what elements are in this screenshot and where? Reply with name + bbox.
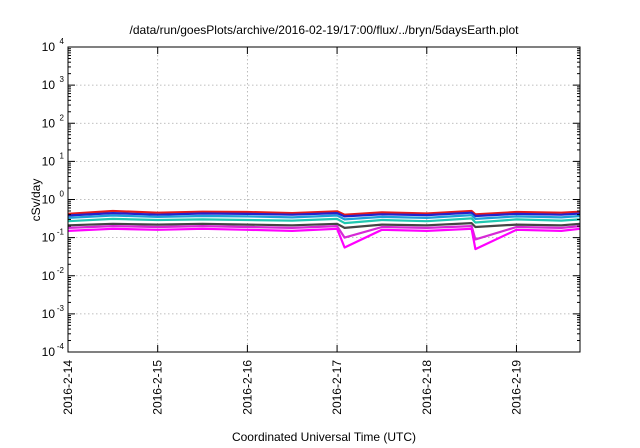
y-tick-label: 10 bbox=[42, 193, 56, 207]
y-tick-exponent: 3 bbox=[60, 75, 65, 84]
x-tick-label: 2016-2-14 bbox=[61, 360, 75, 415]
y-tick-exponent: 2 bbox=[60, 113, 65, 122]
series-line-6 bbox=[67, 225, 581, 241]
grid-lines bbox=[67, 47, 580, 352]
y-tick-label: 10 bbox=[42, 154, 56, 168]
y-tick-exponent: -1 bbox=[57, 228, 65, 237]
y-tick-exponent: 4 bbox=[60, 37, 65, 46]
series-line-4 bbox=[67, 217, 581, 225]
series-line-7 bbox=[67, 227, 581, 251]
series-line-5 bbox=[67, 222, 581, 229]
y-tick-label: 10 bbox=[42, 116, 56, 130]
series-line-2 bbox=[67, 211, 581, 218]
y-tick-label: 10 bbox=[42, 307, 56, 321]
x-axis-label: Coordinated Universal Time (UTC) bbox=[232, 430, 416, 444]
y-tick-exponent: 1 bbox=[60, 151, 65, 160]
x-tick-label: 2016-2-16 bbox=[240, 360, 254, 415]
y-axis-label: cSv/day bbox=[29, 179, 43, 222]
series-line-1 bbox=[67, 209, 581, 216]
x-tick-label: 2016-2-17 bbox=[330, 360, 344, 415]
y-tick-exponent: -4 bbox=[57, 342, 65, 351]
x-tick-label: 2016-2-19 bbox=[509, 360, 523, 415]
x-tick-label: 2016-2-18 bbox=[420, 360, 434, 415]
x-axis-ticks: 2016-2-14 2016-2-15 2016-2-16 2016-2-17 2016… bbox=[61, 47, 523, 415]
chart-title: /data/run/goesPlots/archive/2016-02-19/1… bbox=[130, 23, 520, 37]
series-line-3 bbox=[67, 214, 581, 221]
y-tick-label: 10 bbox=[42, 40, 56, 54]
series-layer bbox=[67, 209, 581, 251]
y-tick-exponent: 0 bbox=[60, 190, 65, 199]
y-tick-exponent: -3 bbox=[57, 304, 65, 313]
y-tick-label: 10 bbox=[42, 78, 56, 92]
x-tick-label: 2016-2-15 bbox=[151, 360, 165, 415]
y-tick-exponent: -2 bbox=[57, 266, 65, 275]
y-tick-label: 10 bbox=[42, 269, 56, 283]
y-tick-label: 10 bbox=[42, 231, 56, 245]
y-tick-label: 10 bbox=[42, 345, 56, 359]
